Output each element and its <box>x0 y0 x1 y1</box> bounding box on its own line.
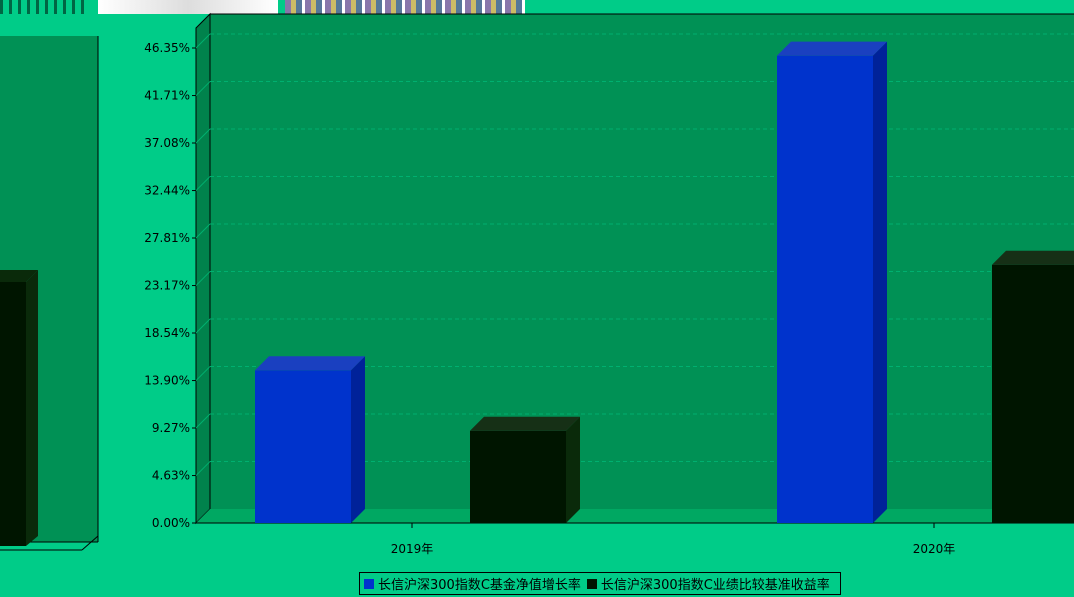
y-tick-label: 18.54% <box>144 326 190 340</box>
header-artifact <box>285 0 525 14</box>
y-tick-label: 41.71% <box>144 89 190 103</box>
legend-item-series-1: 长信沪深300指数C基金净值增长率 <box>364 574 581 593</box>
y-tick-label: 23.17% <box>144 279 190 293</box>
gridline-side <box>195 366 211 381</box>
plot-left-wall <box>195 12 211 525</box>
bar-series-2-0 <box>470 416 580 523</box>
y-tick-label: 4.63% <box>152 469 190 483</box>
y-tick-label: 0.00% <box>152 516 190 530</box>
header-artifact <box>0 0 90 14</box>
y-tick-label: 32.44% <box>144 184 190 198</box>
top-strip <box>0 0 1074 14</box>
gridline-side <box>195 33 211 49</box>
gridline-side <box>195 128 211 144</box>
legend-label-series-1: 长信沪深300指数C基金净值增长率 <box>378 578 581 593</box>
legend: 长信沪深300指数C基金净值增长率 长信沪深300指数C业绩比较基准收益率 <box>359 572 841 595</box>
y-tick-label: 27.81% <box>144 231 190 245</box>
bar-series-1-0 <box>255 356 365 523</box>
legend-label-series-2: 长信沪深300指数C业绩比较基准收益率 <box>600 578 830 593</box>
y-tick-label: 9.27% <box>152 421 190 435</box>
legend-item-series-2: 长信沪深300指数C业绩比较基准收益率 <box>586 574 830 593</box>
bar-series-2-1 <box>992 250 1074 523</box>
bar-series-1-1 <box>777 41 887 523</box>
legend-swatch-series-2 <box>586 578 597 589</box>
y-tick-label: 46.35% <box>144 41 190 55</box>
gridline-side <box>195 318 211 334</box>
y-tick-label: 37.08% <box>144 136 190 150</box>
gridline-side <box>195 271 211 286</box>
gridline-side <box>195 81 211 96</box>
gridline-side <box>195 223 211 239</box>
bars <box>255 41 1074 523</box>
x-tick-label: 2020年 <box>913 542 956 556</box>
gridline-side <box>195 461 211 476</box>
y-tick-label: 13.90% <box>144 374 190 388</box>
x-tick-label: 2019年 <box>391 542 434 556</box>
gridline-side <box>195 413 211 429</box>
gridline-side <box>195 176 211 191</box>
legend-swatch-series-1 <box>364 578 374 589</box>
header-artifact <box>98 0 278 14</box>
left-partial-panel <box>0 36 99 551</box>
x-axis: 2019年 2020年 <box>391 523 956 556</box>
